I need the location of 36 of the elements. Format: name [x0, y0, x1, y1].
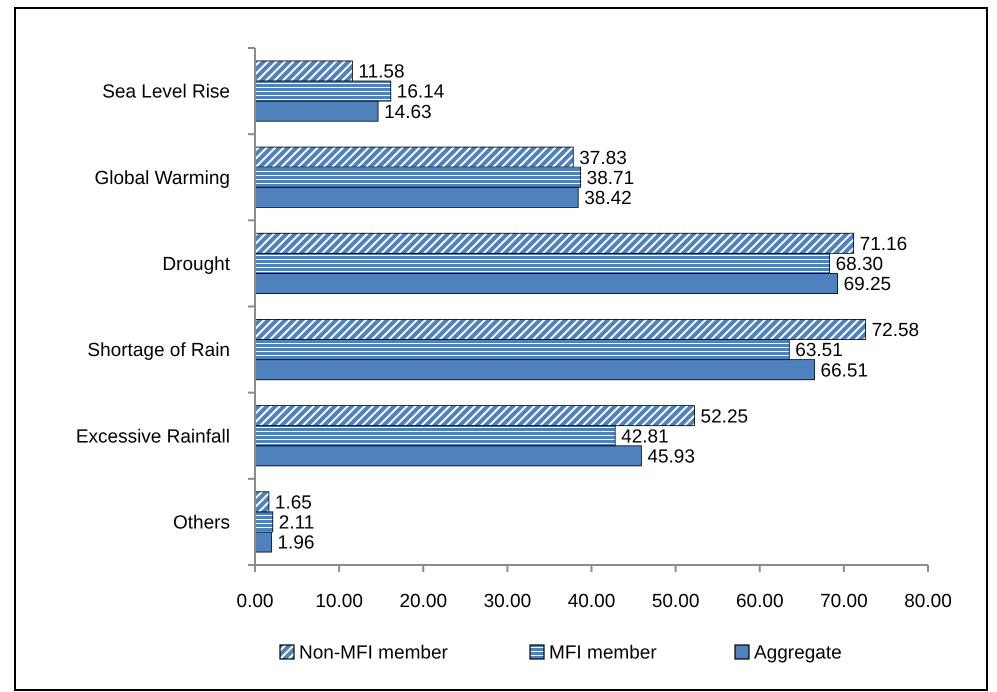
data-label: 66.51: [820, 360, 868, 382]
y-tick-label: Excessive Rainfall: [76, 426, 230, 448]
data-label: 1.65: [274, 492, 312, 514]
x-tick-label: 20.00: [399, 591, 448, 612]
y-tick-label: Others: [172, 512, 230, 534]
data-label: 11.58: [358, 62, 405, 83]
data-label: 14.63: [384, 102, 432, 123]
data-label: 2.11: [278, 512, 314, 534]
data-label: 68.30: [836, 254, 884, 276]
data-label: 45.93: [647, 446, 695, 468]
data-label: 69.25: [844, 274, 892, 296]
y-tick-label: Shortage of Rain: [87, 340, 230, 362]
x-tick-label: 30.00: [484, 591, 532, 612]
y-tick-label: Sea Level Rise: [102, 82, 230, 103]
data-label: 38.71: [586, 168, 634, 189]
data-label: 42.81: [621, 426, 669, 448]
x-tick-label: 0.00: [236, 591, 274, 612]
data-label: 38.42: [584, 188, 632, 210]
data-label: 1.96: [277, 532, 314, 554]
data-label: 16.14: [396, 82, 445, 103]
data-label: 37.83: [579, 148, 627, 169]
y-tick-label: Drought: [162, 254, 231, 276]
legend-label: Non-MFI member: [299, 642, 449, 664]
x-tick-label: 80.00: [904, 591, 952, 612]
x-tick-label: 40.00: [568, 591, 616, 612]
data-label: 72.58: [872, 320, 920, 342]
x-tick-label: 10.00: [315, 591, 363, 612]
x-tick-label: 50.00: [652, 591, 700, 612]
data-label: 52.25: [700, 406, 748, 428]
x-tick-label: 70.00: [820, 591, 868, 612]
legend-label: MFI member: [549, 642, 658, 664]
x-tick-label: 60.00: [736, 591, 784, 612]
legend-label: Aggregate: [754, 642, 842, 664]
data-label: 71.16: [860, 234, 908, 255]
data-label: 63.51: [795, 340, 843, 362]
y-tick-label: Global Warming: [94, 168, 230, 189]
